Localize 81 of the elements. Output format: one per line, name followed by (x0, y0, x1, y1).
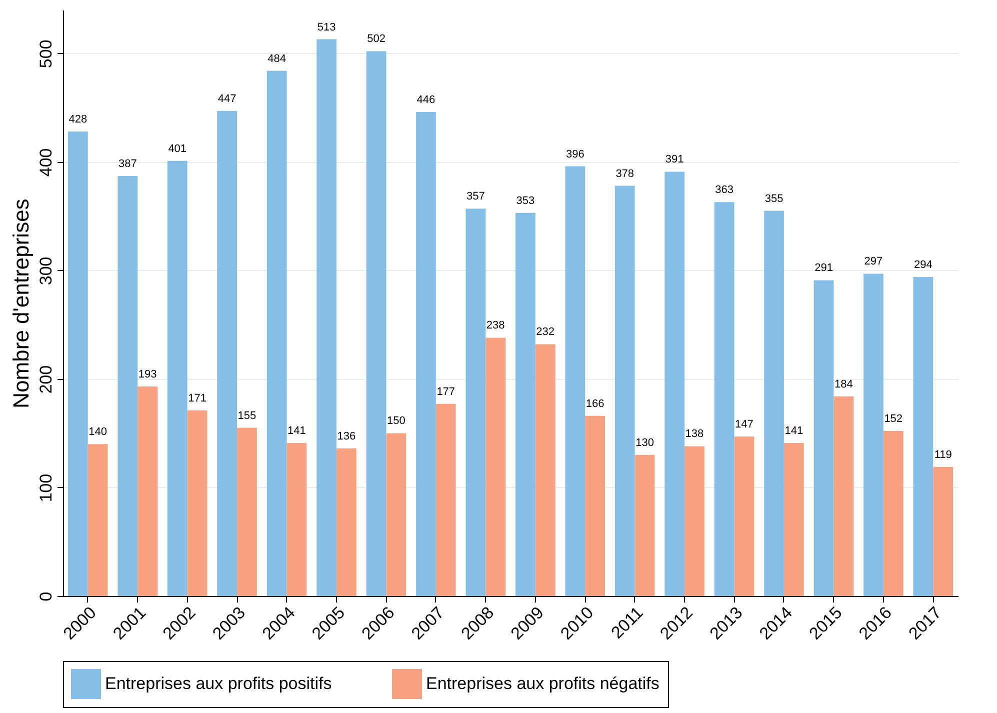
bar (814, 280, 834, 596)
data-label: 391 (665, 154, 684, 166)
bar (834, 396, 854, 596)
bar (118, 176, 138, 596)
bar (68, 132, 88, 596)
data-label: 140 (88, 426, 107, 438)
data-label: 171 (188, 392, 206, 404)
y-tick-label: 200 (36, 365, 56, 394)
bar (684, 446, 704, 596)
data-label: 155 (238, 410, 256, 422)
data-label: 238 (486, 320, 505, 332)
bar (614, 186, 635, 596)
data-label: 502 (367, 33, 386, 46)
data-label: 232 (536, 326, 554, 338)
data-label: 353 (516, 194, 535, 207)
data-label: 152 (884, 413, 903, 426)
bar (286, 442, 307, 596)
bar (466, 208, 486, 596)
bar (515, 212, 536, 596)
bar (336, 448, 356, 596)
bar (913, 276, 934, 596)
data-label: 291 (814, 262, 833, 274)
bar (416, 112, 436, 596)
data-label: 447 (218, 92, 236, 105)
data-label: 136 (337, 430, 356, 442)
data-label: 193 (138, 368, 157, 381)
data-label: 428 (68, 114, 88, 126)
bar (237, 428, 257, 596)
data-label: 294 (914, 258, 932, 271)
bar (864, 274, 884, 596)
data-label: 177 (436, 386, 456, 398)
data-label: 484 (268, 52, 286, 65)
data-label: 355 (764, 192, 784, 205)
bar (366, 51, 386, 596)
bar (634, 454, 655, 596)
bar (167, 160, 188, 596)
bar (138, 386, 158, 596)
bar (714, 202, 734, 596)
bar (664, 172, 685, 596)
bar (266, 70, 287, 596)
bar (535, 344, 556, 596)
data-label: 446 (416, 94, 436, 106)
bar (565, 166, 586, 596)
bar (883, 431, 904, 596)
data-label: 138 (685, 428, 704, 440)
legend-label: Entreprises aux profits négatifs (426, 674, 660, 693)
data-label: 396 (566, 148, 584, 160)
y-axis-title: Nombre d'entreprises (8, 198, 34, 408)
y-tick-label: 400 (36, 148, 56, 177)
legend-label: Entreprises aux profits positifs (105, 674, 332, 693)
data-label: 119 (934, 448, 952, 461)
data-label: 141 (784, 424, 804, 437)
bar (734, 436, 754, 596)
bar (933, 466, 954, 596)
bar (88, 444, 108, 596)
data-label: 141 (288, 424, 306, 437)
bar (316, 39, 336, 596)
y-tick-label: 300 (36, 256, 56, 286)
bar (784, 442, 804, 596)
y-tick-label: 0 (36, 592, 56, 602)
data-label: 513 (317, 21, 336, 34)
data-label: 184 (834, 378, 853, 390)
data-label: 401 (168, 142, 187, 155)
bar (217, 110, 238, 596)
data-label: 387 (118, 158, 137, 170)
data-label: 147 (735, 418, 754, 430)
bar (764, 210, 784, 596)
y-tick-label: 100 (36, 474, 56, 502)
bar (585, 416, 605, 596)
bar (187, 410, 208, 596)
y-tick-label: 500 (36, 40, 56, 68)
bar (386, 433, 406, 596)
data-label: 378 (616, 168, 634, 180)
data-label: 357 (466, 190, 485, 203)
data-label: 363 (715, 184, 734, 196)
data-label: 166 (586, 398, 604, 410)
data-label: 130 (636, 436, 654, 449)
bar (486, 338, 506, 596)
data-label: 150 (386, 415, 406, 428)
bar (436, 404, 456, 596)
data-label: 297 (864, 256, 883, 268)
